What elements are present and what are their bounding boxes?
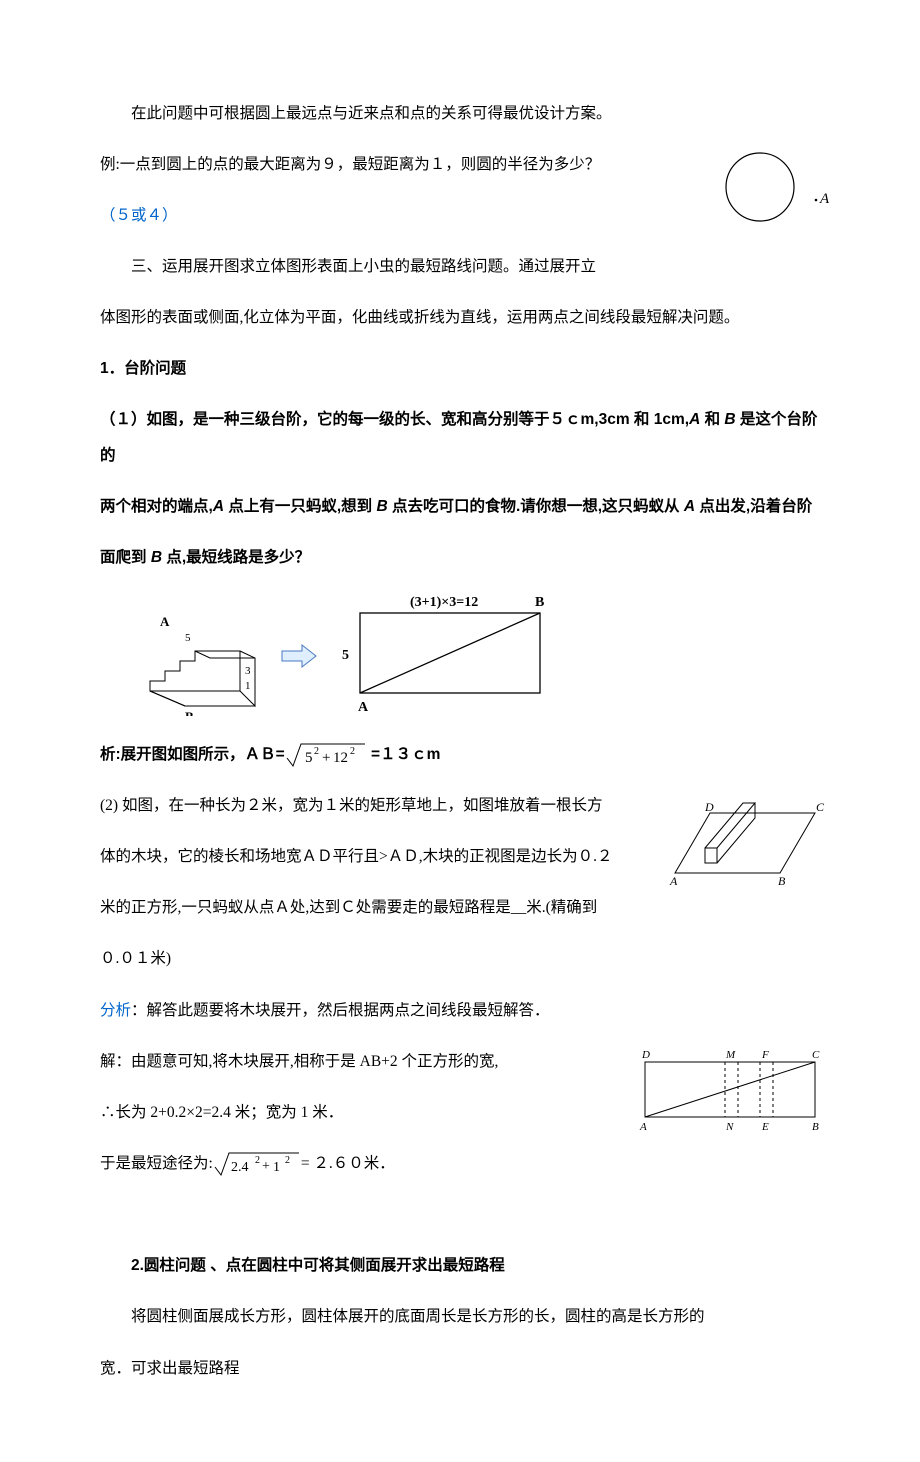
cyl-line1: 将圆柱侧面展成长方形，圆柱体展开的底面周长是长方形的长，圆柱的高是长方形的	[100, 1299, 830, 1335]
svg-text:A: A	[819, 191, 830, 207]
sol-line3: 于是最短途径为: 2.42 + 12 = ２.６０米．	[100, 1146, 830, 1182]
var-B: B	[376, 498, 387, 515]
label-M: M	[725, 1049, 736, 1061]
text: 点去吃可口的食物.请你想一想,这只蚂蚁从	[388, 498, 684, 515]
label-C: C	[816, 800, 825, 814]
stairs-diagram-row: A 5 3 1 B (3+1)×3=12 B 5 A	[130, 591, 830, 721]
label-B: B	[185, 709, 194, 716]
svg-text:2.4: 2.4	[231, 1160, 249, 1175]
label-A: A	[639, 1121, 647, 1133]
label-B: B	[812, 1121, 819, 1133]
label-A: A	[358, 700, 369, 715]
grass-unfold-figure: D M F C A N E B	[630, 1044, 830, 1134]
label-3: 3	[245, 665, 251, 677]
label-E: E	[761, 1121, 769, 1133]
grass-block-figure: D C A B	[660, 788, 830, 888]
text: 点出发,沿着台阶	[695, 498, 812, 515]
label-F: F	[761, 1049, 769, 1061]
var-A: A	[689, 411, 700, 428]
svg-text:+: +	[262, 1159, 270, 1174]
fenxi-text: ：解答此题要将木块展开，然后根据两点之间线段最短解答．	[131, 1002, 550, 1019]
label-B: B	[778, 874, 786, 888]
var-A: A	[213, 498, 224, 515]
section3-line2: 体图形的表面或侧面,化立体为平面，化曲线或折线为直线，运用两点之间线段最短解决问…	[100, 300, 830, 336]
stairs-unfold-figure: (3+1)×3=12 B 5 A	[330, 591, 560, 721]
arrow-icon	[280, 641, 320, 671]
sqrt-expr-2: 2.42 + 12	[213, 1149, 301, 1179]
text: 点上有一只蚂蚁,想到	[224, 498, 376, 515]
sol3-post: = ２.６０米．	[301, 1155, 395, 1172]
q1-line1: （１）如图，是一种三级台阶，它的每一级的长、宽和高分别等于５ｃm,3cm 和 1…	[100, 402, 830, 473]
svg-text:2: 2	[255, 1155, 260, 1166]
text: 面爬到	[100, 549, 151, 566]
sqrt-expr-1: 52 + 122	[285, 740, 367, 770]
var-A: A	[684, 498, 695, 515]
label-B: B	[535, 595, 544, 610]
fenxi-line: 分析：解答此题要将木块展开，然后根据两点之间线段最短解答．	[100, 993, 830, 1029]
svg-text:2: 2	[285, 1155, 290, 1166]
svg-text:2: 2	[350, 746, 355, 757]
svg-text:2: 2	[314, 746, 319, 757]
label-C: C	[812, 1049, 820, 1061]
svg-text:1: 1	[273, 1160, 280, 1175]
label-5: 5	[185, 632, 191, 644]
analysis1-post: =１３ｃm	[367, 746, 441, 763]
text: 和	[700, 411, 724, 428]
q2-line4: ０.０１米)	[100, 941, 830, 977]
svg-text:+: +	[322, 750, 330, 766]
analysis1: 析:展开图如图所示，ＡＢ= 52 + 122 =１３ｃm	[100, 737, 830, 773]
sol3-pre: 于是最短途径为:	[100, 1155, 213, 1172]
circle-point-figure: A	[710, 147, 830, 237]
var-B: B	[724, 411, 735, 428]
text: 两个相对的端点,	[100, 498, 213, 515]
label-A: A	[669, 874, 678, 888]
label-5: 5	[342, 648, 349, 663]
label-A: A	[160, 614, 170, 629]
analysis1-pre: 析:展开图如图所示，ＡＢ=	[100, 746, 285, 763]
section3-line1: 三、运用展开图求立体图形表面上小虫的最短路线问题。通过展开立	[100, 249, 830, 285]
label-1: 1	[245, 680, 251, 692]
q2-line3: 米的正方形,一只蚂蚁从点Ａ处,达到Ｃ处需要走的最短路程是__米.(精确到	[100, 890, 830, 926]
stairs-3d-figure: A 5 3 1 B	[130, 596, 270, 716]
text: （１）如图，是一种三级台阶，它的每一级的长、宽和高分别等于５ｃm,3cm 和 1…	[100, 411, 689, 428]
var-B: B	[151, 549, 162, 566]
label-N: N	[725, 1121, 734, 1133]
heading-cylinder: 2.圆柱问题 、点在圆柱中可将其侧面展开求出最短路程	[100, 1248, 830, 1284]
fenxi-label: 分析	[100, 1002, 131, 1019]
label-D: D	[704, 800, 714, 814]
paragraph-context: 在此问题中可根据圆上最远点与近来点和点的关系可得最优设计方案。	[100, 96, 830, 132]
svg-text:5: 5	[305, 750, 313, 766]
label-D: D	[641, 1049, 650, 1061]
q1-line3: 面爬到 B 点,最短线路是多少？	[100, 540, 830, 576]
svg-text:12: 12	[333, 750, 348, 766]
heading-stairs: 1．台阶问题	[100, 351, 830, 387]
q1-line2: 两个相对的端点,A 点上有一只蚂蚁,想到 B 点去吃可口的食物.请你想一想,这只…	[100, 489, 830, 525]
unfold-top-label: (3+1)×3=12	[410, 595, 478, 610]
text: 点,最短线路是多少？	[162, 549, 310, 566]
cyl-line2: 宽．可求出最短路程	[100, 1351, 830, 1387]
